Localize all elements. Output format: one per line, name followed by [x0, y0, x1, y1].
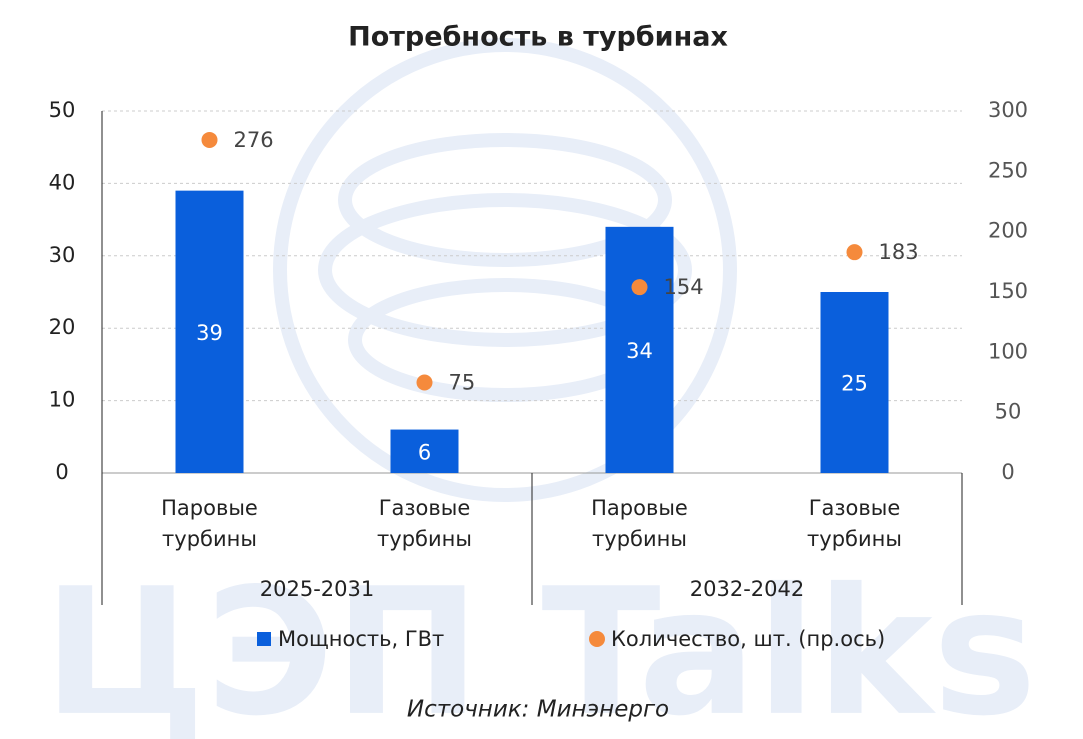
- x-tick-label: Паровые турбины: [161, 496, 258, 551]
- y2-tick-label: 300: [988, 98, 1028, 122]
- data-label: 183: [879, 240, 919, 264]
- point: [846, 244, 863, 261]
- legend-label: Мощность, ГВт: [278, 627, 444, 651]
- y2-tick-label: 100: [988, 339, 1028, 363]
- y-tick-label: 50: [49, 98, 76, 122]
- bar: [390, 429, 459, 473]
- y-tick-label: 40: [49, 170, 76, 194]
- source: Источник: Минэнерго: [407, 697, 669, 723]
- data-label: 25: [841, 372, 868, 396]
- y-tick-label: 30: [49, 243, 76, 267]
- point: [631, 279, 648, 296]
- data-label: 6: [418, 440, 431, 464]
- data-label: 276: [234, 128, 274, 152]
- legend-label: Количество, шт. (пр.ось): [611, 627, 885, 651]
- bar: [175, 190, 244, 473]
- y-tick-label: 20: [49, 315, 76, 339]
- y2-tick-label: 50: [995, 400, 1022, 424]
- data-label: 154: [664, 275, 704, 299]
- point: [201, 131, 218, 148]
- x-tick-label: Газовые турбины: [807, 496, 902, 551]
- x-tick-label: Паровые турбины: [591, 496, 688, 551]
- chart-title: Потребность в турбинах: [348, 22, 728, 53]
- y2-tick-label: 150: [988, 279, 1028, 303]
- watermark: ЦЭП Talks: [43, 552, 1037, 739]
- group-label: 2025-2031: [260, 577, 374, 601]
- bar: [605, 226, 674, 473]
- x-tick-label: Газовые турбины: [377, 496, 472, 551]
- bar: [820, 292, 889, 473]
- legend-swatch: [589, 631, 605, 647]
- point: [416, 374, 433, 391]
- data-label: 75: [449, 371, 476, 395]
- y-tick-label: 0: [55, 460, 68, 484]
- data-label: 34: [626, 339, 653, 363]
- y-tick-label: 10: [49, 388, 76, 412]
- y2-tick-label: 250: [988, 158, 1028, 182]
- y2-tick-label: 200: [988, 219, 1028, 243]
- y2-tick-label: 0: [1001, 460, 1014, 484]
- legend-swatch: [257, 632, 271, 646]
- data-label: 39: [196, 321, 223, 345]
- group-label: 2032-2042: [690, 577, 804, 601]
